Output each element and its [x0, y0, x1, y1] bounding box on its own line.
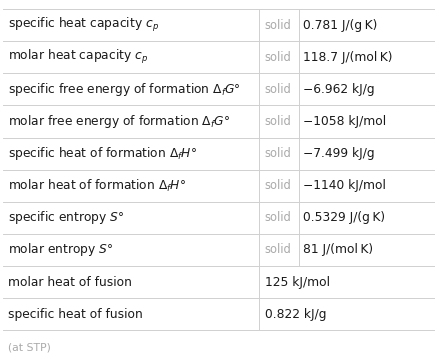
- Text: solid: solid: [265, 179, 292, 192]
- Text: solid: solid: [265, 51, 292, 64]
- Text: −1140 kJ/mol: −1140 kJ/mol: [303, 179, 386, 192]
- Text: specific heat of formation $\Delta_f H°$: specific heat of formation $\Delta_f H°$: [8, 145, 197, 162]
- Text: specific heat capacity $c_p$: specific heat capacity $c_p$: [8, 16, 159, 34]
- Text: −1058 kJ/mol: −1058 kJ/mol: [303, 115, 386, 128]
- Text: specific free energy of formation $\Delta_f G°$: specific free energy of formation $\Delt…: [8, 81, 241, 98]
- Text: solid: solid: [265, 147, 292, 160]
- Text: 125 kJ/mol: 125 kJ/mol: [265, 275, 330, 289]
- Text: −7.499 kJ/g: −7.499 kJ/g: [303, 147, 375, 160]
- Text: 0.822 kJ/g: 0.822 kJ/g: [265, 308, 326, 321]
- Text: solid: solid: [265, 211, 292, 225]
- Text: 81 J/(mol K): 81 J/(mol K): [303, 243, 373, 257]
- Text: −6.962 kJ/g: −6.962 kJ/g: [303, 83, 375, 96]
- Text: 0.5329 J/(g K): 0.5329 J/(g K): [303, 211, 385, 225]
- Text: specific heat of fusion: specific heat of fusion: [8, 308, 143, 321]
- Text: solid: solid: [265, 18, 292, 32]
- Text: molar free energy of formation $\Delta_f G°$: molar free energy of formation $\Delta_f…: [8, 113, 230, 130]
- Text: specific entropy $S°$: specific entropy $S°$: [8, 209, 124, 226]
- Text: solid: solid: [265, 115, 292, 128]
- Text: 118.7 J/(mol K): 118.7 J/(mol K): [303, 51, 392, 64]
- Text: (at STP): (at STP): [8, 342, 51, 352]
- Text: 0.781 J/(g K): 0.781 J/(g K): [303, 18, 378, 32]
- Text: molar entropy $S°$: molar entropy $S°$: [8, 242, 113, 258]
- Text: solid: solid: [265, 243, 292, 257]
- Text: molar heat of fusion: molar heat of fusion: [8, 275, 132, 289]
- Text: molar heat capacity $c_p$: molar heat capacity $c_p$: [8, 48, 148, 66]
- Text: molar heat of formation $\Delta_f H°$: molar heat of formation $\Delta_f H°$: [8, 178, 186, 194]
- Text: solid: solid: [265, 83, 292, 96]
